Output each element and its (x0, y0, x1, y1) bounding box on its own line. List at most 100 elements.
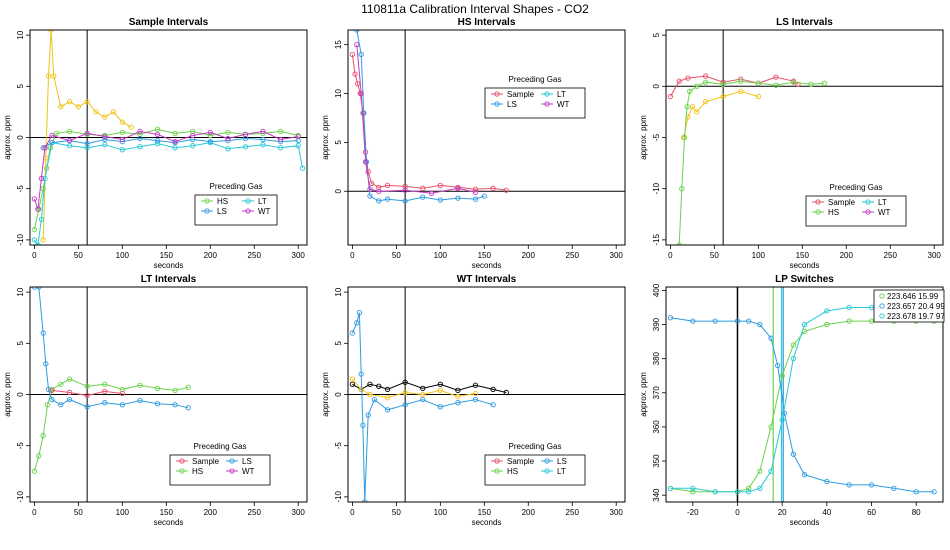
legend-box (805, 195, 907, 227)
legend-label: 223.678 19.7 97 (887, 312, 945, 321)
data-point (402, 379, 408, 385)
data-point (694, 83, 700, 89)
data-point (690, 318, 696, 324)
legend-label: LS (242, 457, 252, 466)
data-point (102, 388, 108, 395)
data-point (913, 489, 919, 495)
legend-label: WT (557, 100, 570, 109)
data-point (687, 88, 693, 95)
data-point (172, 387, 178, 394)
data-point (768, 335, 774, 341)
data-point (49, 396, 55, 403)
legend-key-point (544, 458, 550, 464)
data-point (58, 104, 64, 110)
data-point (38, 216, 45, 223)
data-point (402, 198, 408, 204)
data-point (481, 193, 487, 199)
data-point (846, 318, 852, 324)
legend-label: Sample (828, 198, 856, 207)
data-point (154, 401, 161, 407)
data-point (702, 73, 709, 79)
legend-title: Preceding Gas (194, 442, 247, 451)
legend-label: 223.657 20.4 99 (887, 302, 945, 311)
data-point (58, 381, 64, 387)
data-point (66, 99, 73, 105)
data-point (349, 381, 356, 387)
data-point (48, 30, 54, 33)
y-tick-label: -5 (16, 185, 25, 193)
data-point (93, 109, 99, 115)
data-point (119, 402, 125, 408)
series-line-ls (351, 312, 494, 502)
legend-label: WT (242, 467, 255, 476)
data-point (490, 402, 496, 408)
data-point (242, 131, 249, 138)
data-point (66, 389, 73, 396)
figure-title: 110811a Calibration Interval Shapes - CO… (361, 2, 589, 16)
data-point (420, 194, 426, 200)
data-point (773, 82, 779, 88)
data-point (472, 196, 479, 202)
legend-key-point (494, 101, 500, 107)
data-point (31, 196, 38, 202)
data-point (503, 389, 509, 396)
data-point (349, 376, 356, 382)
x-tick-label: 100 (116, 251, 130, 260)
data-point (58, 402, 64, 408)
data-point (746, 489, 752, 495)
data-point (790, 451, 796, 457)
data-point (352, 71, 358, 77)
legend: Preceding Gas Sample LS HS LT (484, 442, 586, 486)
data-point (277, 136, 284, 143)
series-line-ls (34, 287, 189, 409)
plot-frame (29, 29, 308, 246)
data-point (358, 51, 364, 58)
panel-title: LS Intervals (776, 17, 833, 28)
legend-label: Sample (507, 90, 535, 99)
data-point (102, 114, 108, 120)
data-point (490, 185, 496, 191)
data-point (472, 382, 479, 388)
data-point (824, 308, 830, 314)
data-point (712, 318, 718, 324)
data-point (225, 146, 231, 152)
data-point (384, 196, 391, 202)
data-point (367, 391, 373, 398)
data-point (172, 145, 178, 151)
data-point (349, 51, 356, 58)
data-point (260, 128, 266, 135)
data-point (207, 129, 213, 136)
y-tick-label: -10 (16, 491, 25, 503)
y-axis-label: approx. ppm (321, 372, 330, 417)
data-point (154, 140, 161, 147)
y-tick-label: -5 (652, 133, 661, 141)
x-tick-label: 60 (867, 508, 876, 517)
legend-key-point (544, 91, 550, 97)
legend-key-point (229, 468, 235, 474)
x-tick-label: 80 (912, 508, 921, 517)
series-line-gold (683, 90, 759, 138)
x-tick-label: 100 (752, 251, 766, 260)
x-tick-label: 300 (610, 508, 624, 517)
data-point (172, 138, 178, 145)
data-point (420, 185, 426, 191)
y-tick-label: 400 (652, 283, 661, 297)
data-point (277, 128, 284, 135)
chart-panel-6: LP Switches -20 0 20 40 60 80 340 350 360 370 380 39… (639, 274, 945, 527)
data-point (31, 287, 38, 290)
data-point (154, 385, 161, 392)
data-point (172, 130, 178, 137)
data-point (868, 482, 875, 488)
data-point (190, 143, 196, 149)
data-point (676, 78, 682, 84)
data-point (154, 137, 161, 144)
data-point (775, 362, 781, 369)
data-point (472, 186, 479, 192)
legend: Preceding Gas Sample LT LS WT (484, 75, 586, 119)
data-point (102, 133, 108, 140)
data-point (402, 402, 408, 408)
data-point (367, 186, 373, 192)
chart-panel-4: LT Intervals 0 50 100 150 200 250 300 -10 -5 0 5 10 s… (3, 274, 308, 527)
data-point (66, 396, 73, 403)
data-point (371, 396, 378, 403)
